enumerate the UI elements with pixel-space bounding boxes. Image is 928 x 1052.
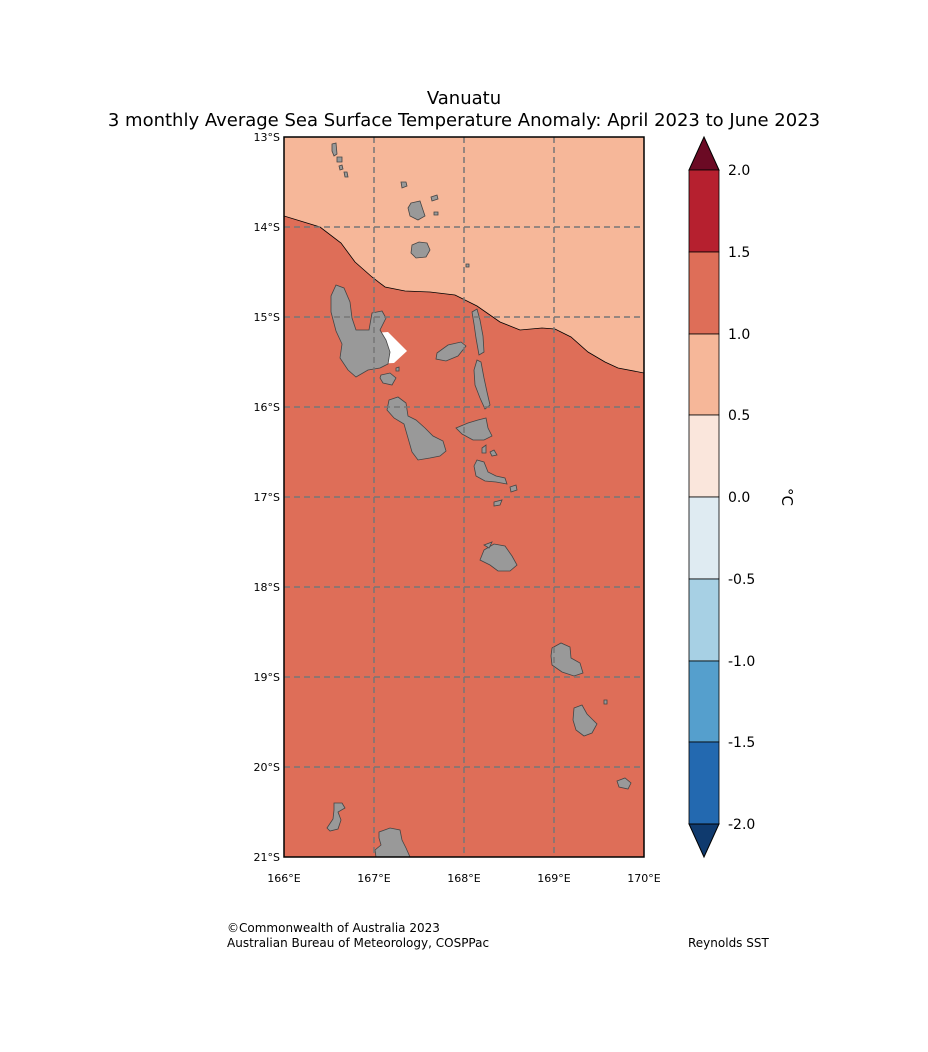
island-banks-2 — [430, 194, 439, 202]
island-torres-1 — [331, 142, 338, 157]
colorbar-tick: -2.0 — [728, 817, 755, 833]
island-paama — [481, 444, 487, 454]
colorbar-tick: -1.0 — [728, 654, 755, 670]
colorbar-segment — [688, 333, 720, 416]
lon-labels: 166°E 167°E 168°E 169°E 170°E — [267, 872, 660, 885]
island-torres-4 — [343, 171, 349, 178]
lon-label: 167°E — [357, 872, 390, 885]
island-malo — [379, 372, 397, 386]
lon-label: 170°E — [627, 872, 660, 885]
island-small-santo — [395, 366, 400, 372]
lat-label: 21°S — [254, 851, 280, 864]
island-loyalty-2 — [374, 827, 411, 857]
colorbar-over-arrow — [688, 135, 720, 171]
islands — [326, 142, 632, 857]
island-maewo — [471, 308, 485, 356]
map-subtitle: 3 monthly Average Sea Surface Temperatur… — [107, 110, 821, 131]
colorbar-tick: -0.5 — [728, 572, 755, 588]
island-gaua — [410, 241, 431, 259]
colorbar: 2.0 1.5 1.0 0.5 0.0 -0.5 -1.0 -1.5 -2.0 … — [688, 135, 796, 859]
island-espiritu-santo — [330, 284, 391, 378]
lat-label: 14°S — [254, 221, 280, 234]
island-ambae — [435, 341, 467, 362]
colorbar-segment — [688, 169, 720, 253]
colorbar-segment — [688, 741, 720, 825]
island-futuna — [603, 699, 608, 705]
data-source-text: Reynolds SST — [688, 936, 769, 950]
island-vanua-lava — [407, 200, 426, 221]
island-epi — [473, 459, 508, 485]
colorbar-ticks: 2.0 1.5 1.0 0.5 0.0 -0.5 -1.0 -1.5 -2.0 — [728, 163, 755, 833]
copyright-text: ©Commonwealth of Australia 2023 — [227, 921, 440, 935]
agency-text: Australian Bureau of Meteorology, COSPPa… — [227, 936, 490, 950]
island-ambrym — [455, 417, 493, 441]
lon-label: 166°E — [267, 872, 300, 885]
colorbar-under-arrow — [688, 823, 720, 859]
lat-label: 13°S — [254, 131, 280, 144]
lat-label: 16°S — [254, 401, 280, 414]
island-efate — [479, 543, 518, 572]
colorbar-tick: 1.5 — [728, 245, 750, 261]
lat-labels: 13°S 14°S 15°S 16°S 17°S 18°S 19°S 20°S … — [254, 131, 280, 864]
island-loyalty-1 — [326, 802, 346, 832]
island-lopevi — [489, 449, 498, 457]
colorbar-unit-label: °C — [778, 488, 796, 506]
island-merelava — [465, 263, 470, 268]
lat-label: 15°S — [254, 311, 280, 324]
island-nguna — [483, 541, 493, 549]
colorbar-segment — [688, 660, 720, 743]
island-malakula — [386, 396, 447, 461]
map-area — [284, 137, 644, 857]
lat-label: 18°S — [254, 581, 280, 594]
colorbar-tick: 1.0 — [728, 327, 750, 343]
anomaly-zone-north — [284, 137, 644, 374]
island-aneityum — [616, 777, 632, 790]
island-emae — [493, 499, 503, 507]
island-banks-3 — [433, 211, 439, 216]
colorbar-segment — [688, 496, 720, 580]
lat-label: 19°S — [254, 671, 280, 684]
colorbar-segment — [688, 414, 720, 498]
island-torres-3 — [338, 164, 344, 171]
island-banks-1 — [400, 181, 408, 189]
map-frame — [283, 136, 645, 858]
colorbar-tick: 0.0 — [728, 490, 750, 506]
lat-label: 17°S — [254, 491, 280, 504]
lat-label: 20°S — [254, 761, 280, 774]
lon-label: 169°E — [537, 872, 570, 885]
island-tanna — [572, 704, 598, 737]
map-gridlines — [284, 137, 644, 857]
colorbar-segment — [688, 251, 720, 335]
colorbar-tick: 2.0 — [728, 163, 750, 179]
colorbar-segment — [688, 578, 720, 662]
lon-label: 168°E — [447, 872, 480, 885]
colorbar-tick: -1.5 — [728, 735, 755, 751]
island-erromango — [550, 642, 584, 677]
island-torres-2 — [336, 156, 343, 163]
footer-credits: ©Commonwealth of Australia 2023 Australi… — [227, 921, 489, 951]
island-tongoa — [509, 484, 518, 493]
map-title: Vanuatu — [426, 88, 502, 109]
colorbar-tick: 0.5 — [728, 408, 750, 424]
